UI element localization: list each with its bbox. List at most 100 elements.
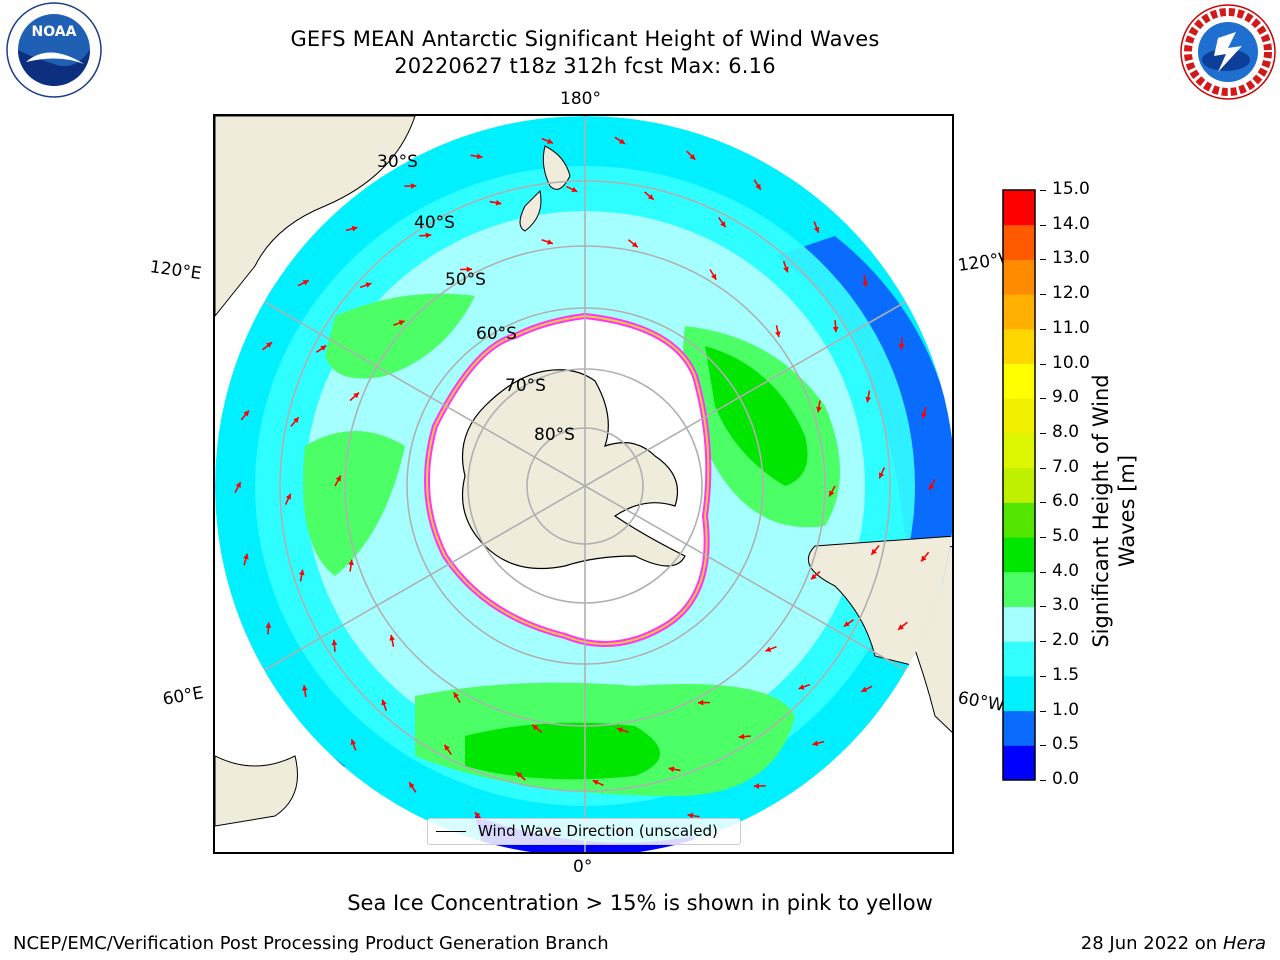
colorbar-tick-mark	[1040, 398, 1046, 400]
colorbar-border	[1002, 189, 1036, 781]
colorbar-tick-mark	[1040, 641, 1046, 643]
wind-wave-arrowhead	[350, 739, 357, 746]
wind-wave-arrowhead	[320, 345, 327, 351]
lon-label-120e: 120°E	[148, 257, 203, 285]
wind-wave-arrowhead	[689, 153, 696, 160]
colorbar-segment	[1003, 224, 1035, 260]
noaa-logo-text: NOAA	[32, 24, 77, 40]
wind-wave-arrowhead	[843, 621, 850, 627]
colorbar-tick-mark	[1040, 675, 1046, 677]
wind-wave-arrowhead	[592, 779, 599, 786]
wind-wave-arrowhead	[266, 342, 273, 348]
map-subtitle: 20220627 t18z 312h fcst Max: 6.16	[394, 54, 776, 78]
wind-wave-arrowhead	[381, 699, 387, 706]
wave-zone-3m-b	[303, 431, 405, 576]
footer-branch: NCEP/EMC/Verification Post Processing Pr…	[13, 933, 609, 954]
wind-wave-arrows	[234, 136, 936, 836]
colorbar-tick-mark	[1040, 710, 1046, 712]
wind-wave-arrowhead	[753, 783, 760, 789]
colorbar-tick-label: 3.0	[1052, 595, 1080, 616]
wave-zone-4m-south	[465, 722, 660, 780]
wind-wave-arrowhead	[425, 232, 432, 239]
land-new-zealand	[519, 145, 571, 232]
colorbar-tick-label: 12.0	[1052, 283, 1090, 304]
footer-date: 28 Jun 2022 on Hera	[1081, 933, 1266, 954]
colorbar-segment	[1003, 675, 1035, 712]
colorbar-segment	[1003, 710, 1035, 746]
wind-wave-arrowhead	[466, 266, 472, 273]
colorbar-tick-mark	[1040, 780, 1046, 781]
wind-wave-arrowhead	[298, 569, 305, 576]
wind-wave-arrowhead	[571, 186, 578, 193]
lon-label-60e: 60°E	[161, 683, 205, 710]
wind-wave-arrowhead	[647, 194, 654, 200]
wind-wave-arrowhead	[331, 639, 338, 646]
wind-wave-arrowhead	[898, 344, 905, 350]
colorbar-tick-label: 11.0	[1052, 317, 1090, 338]
graticule	[215, 116, 952, 852]
lat-label-30s: 30°S	[377, 152, 418, 172]
lon-label-180: 180°	[560, 89, 601, 109]
wind-wave-arrowhead	[243, 553, 249, 560]
colorbar-tick-label: 8.0	[1052, 421, 1080, 442]
wind-wave-arrowhead	[235, 481, 241, 488]
colorbar-tick-label: 1.5	[1052, 664, 1080, 685]
colorbar-segment	[1003, 502, 1035, 538]
colorbar-segment	[1003, 641, 1035, 677]
wind-wave-arrowhead	[775, 331, 781, 338]
wind-wave-arrowhead	[810, 573, 817, 580]
colorbar-segment	[1003, 363, 1035, 399]
colorbar-segment	[1003, 294, 1035, 330]
wind-wave-arrowhead	[353, 392, 360, 399]
wind-wave-arrowhead	[293, 417, 299, 424]
colorbar-tick-label: 13.0	[1052, 248, 1090, 269]
wind-wave-arrowhead	[348, 559, 354, 566]
wind-wave-arrowhead	[862, 281, 869, 287]
colorbar-tick-label: 4.0	[1052, 560, 1080, 581]
wind-wave-arrowhead	[871, 548, 877, 555]
colorbar-tick-mark	[1040, 745, 1046, 747]
wind-wave-arrowhead	[798, 684, 805, 690]
colorbar-segment	[1003, 467, 1035, 503]
wind-wave-arrowhead	[444, 744, 450, 751]
wind-wave-arrowhead	[832, 326, 839, 333]
wind-wave-arrowhead	[409, 782, 415, 789]
wind-wave-arrowhead	[547, 239, 553, 245]
wind-wave-arrowhead	[619, 138, 626, 144]
wind-wave-arrowhead	[474, 812, 481, 819]
colorbar-tick-mark	[1040, 190, 1046, 191]
colorbar-tick-label: 5.0	[1052, 526, 1080, 547]
colorbar-tick-label: 2.0	[1052, 630, 1080, 651]
wind-wave-arrowhead	[351, 225, 358, 232]
wind-wave-arrowhead	[476, 153, 483, 160]
wind-wave-arrowhead	[720, 221, 726, 228]
colorbar-tick-label: 1.0	[1052, 699, 1080, 720]
colorbar-segment	[1003, 190, 1035, 226]
colorbar	[1002, 189, 1036, 781]
wind-wave-arrowhead	[301, 685, 308, 691]
wind-wave-arrowhead	[921, 412, 927, 419]
wind-wave-arrowhead	[816, 406, 822, 413]
colorbar-tick-label: 0.0	[1052, 769, 1080, 789]
wind-wave-arrowhead	[829, 490, 835, 497]
wind-wave-arrowhead	[813, 226, 820, 233]
land-australia-outer	[215, 116, 416, 317]
wind-wave-arrowhead	[365, 282, 372, 288]
wind-wave-arrowhead	[668, 766, 675, 773]
wind-wave-arrowhead	[929, 484, 935, 491]
wind-wave-arrowhead	[878, 472, 885, 479]
wind-wave-arrowhead	[532, 724, 539, 731]
lon-label-60w: 60°W	[956, 688, 1006, 717]
wave-zone-4m-east	[705, 346, 808, 486]
wind-wave-arrowhead	[897, 624, 904, 630]
colorbar-segment	[1003, 328, 1035, 365]
wind-wave-arrowhead	[617, 727, 623, 733]
land-africa-outer	[215, 755, 298, 827]
wind-wave-arrowhead	[516, 772, 523, 778]
wind-wave-arrowhead	[738, 733, 745, 740]
colorbar-segment	[1003, 432, 1035, 469]
wind-wave-arrowhead	[335, 475, 341, 482]
wind-wave-arrowhead	[921, 555, 927, 562]
colorbar-tick-mark	[1040, 363, 1046, 365]
colorbar-segment	[1003, 745, 1035, 781]
